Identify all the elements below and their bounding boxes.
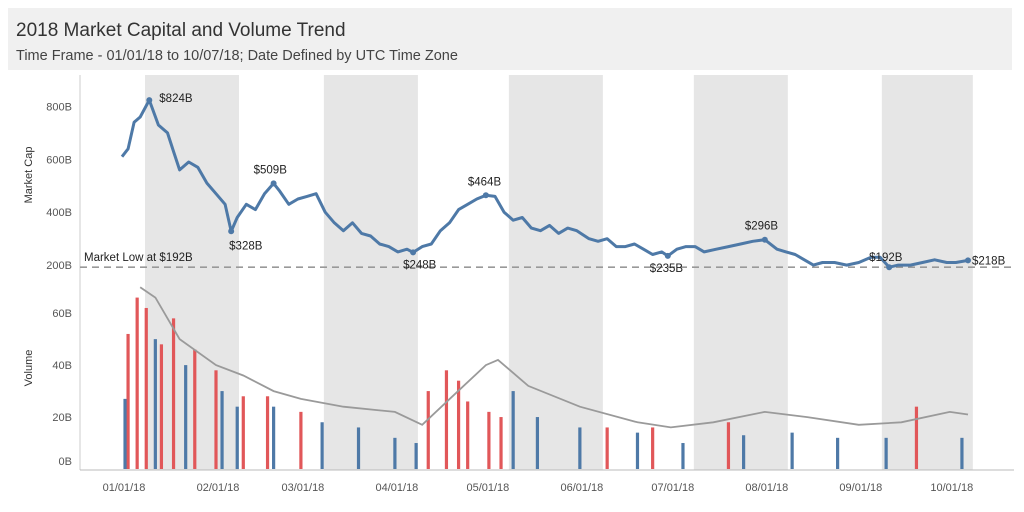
- market-cap-line: [120, 98, 969, 269]
- annotation-point: [965, 257, 971, 264]
- month-band: [881, 75, 973, 470]
- volume-bar: [144, 307, 148, 469]
- chart-title: 2018 Market Capital and Volume Trend: [16, 20, 346, 41]
- x-tick-label: 01/01/18: [103, 482, 146, 494]
- chart-subtitle: Time Frame - 01/01/18 to 10/07/18; Date …: [16, 48, 458, 64]
- market-cap-tick-label: 800B: [46, 101, 72, 113]
- x-tick-label: 05/01/18: [466, 482, 509, 494]
- volume-bar: [456, 380, 461, 469]
- x-tick-label: 02/01/18: [197, 482, 240, 494]
- market-cap-tick-label: 600B: [46, 154, 72, 166]
- x-tick-label: 07/01/18: [651, 482, 694, 494]
- volume-bar: [235, 406, 239, 469]
- volume-bar: [535, 417, 540, 469]
- market-low-label: Market Low at $192B: [84, 252, 193, 264]
- volume-bar: [511, 391, 515, 469]
- volume-bar: [578, 427, 582, 469]
- volume-bar: [126, 333, 130, 469]
- market-cap-tick-label: 400B: [46, 207, 72, 219]
- month-band: [693, 75, 788, 470]
- x-tick-label: 06/01/18: [560, 482, 603, 494]
- volume-bar: [272, 406, 276, 469]
- volume-bar: [393, 437, 397, 469]
- volume-bar: [414, 443, 418, 469]
- volume-bar: [184, 365, 188, 469]
- x-tick-label: 04/01/18: [375, 482, 418, 494]
- volume-bar: [153, 339, 157, 469]
- volume-bar: [681, 443, 685, 469]
- volume-bar: [487, 411, 491, 469]
- volume-bar: [220, 391, 224, 469]
- volume-tick-label: 20B: [52, 412, 72, 424]
- annotation-point: [270, 180, 277, 187]
- annotation-point: [664, 252, 671, 259]
- volume-tick-label: 0B: [59, 456, 72, 468]
- volume-bar: [499, 417, 503, 469]
- annotation-label: $328B: [229, 240, 263, 252]
- volume-bar: [726, 422, 731, 469]
- annotation-point: [886, 264, 893, 271]
- volume-bar: [635, 432, 640, 469]
- volume-bar: [960, 437, 964, 469]
- volume-average-line: [139, 286, 969, 429]
- volume-bar: [914, 406, 919, 469]
- volume-axis-title: Volume: [23, 350, 35, 387]
- annotation-point: [761, 236, 768, 243]
- annotation-label: $464B: [468, 176, 502, 188]
- market-cap-panel: Market Low at $192B $824B $328B $509B $248B $…: [80, 93, 1014, 275]
- volume-bar: [265, 396, 270, 469]
- volume-bar: [241, 396, 245, 469]
- volume-bar: [214, 370, 218, 469]
- volume-bar: [171, 318, 176, 469]
- annotation-point: [228, 228, 235, 235]
- month-band: [145, 75, 239, 470]
- month-band: [323, 75, 418, 470]
- market-cap-axis-title: Market Cap: [23, 147, 35, 204]
- volume-bar: [444, 370, 449, 469]
- volume-bar: [123, 398, 127, 469]
- volume-bar: [884, 437, 888, 469]
- axes: 200B 400B 600B 800B 0B 20B 40B 60B: [46, 75, 81, 470]
- month-band: [508, 75, 603, 470]
- month-bands: [145, 75, 973, 470]
- annotation-point: [146, 97, 153, 104]
- annotation-point: [482, 192, 489, 199]
- market-cap-tick-label: 200B: [46, 260, 72, 272]
- x-tick-label: 03/01/18: [281, 482, 324, 494]
- annotation-label: $509B: [254, 164, 288, 176]
- annotation-label: $248B: [403, 259, 437, 271]
- volume-bar: [135, 297, 139, 469]
- volume-bar: [320, 422, 324, 469]
- volume-bar: [193, 349, 197, 469]
- annotation-label: $824B: [159, 93, 193, 105]
- volume-bar: [159, 344, 164, 469]
- volume-bar: [356, 427, 361, 469]
- volume-bar: [651, 427, 655, 469]
- x-tick-label: 09/01/18: [839, 482, 882, 494]
- x-axis-ticks: 01/01/18 02/01/18 03/01/18 04/01/18 05/01/18…: [103, 482, 974, 494]
- annotation-label: $192B: [869, 252, 903, 264]
- volume-bar: [466, 401, 470, 469]
- title-bar: 2018 Market Capital and Volume Trend Tim…: [8, 8, 1012, 70]
- annotation-label: $235B: [650, 263, 684, 275]
- annotation-label: $218B: [972, 255, 1006, 267]
- volume-panel: [80, 286, 1014, 471]
- annotation-point: [410, 249, 417, 256]
- volume-bar: [605, 427, 609, 469]
- x-tick-label: 08/01/18: [745, 482, 788, 494]
- x-tick-label: 10/01/18: [930, 482, 973, 494]
- volume-bar: [426, 391, 430, 469]
- volume-bar: [299, 411, 303, 469]
- volume-bar: [790, 432, 794, 469]
- volume-bar: [836, 437, 840, 469]
- volume-tick-label: 60B: [52, 308, 72, 320]
- annotation-label: $296B: [745, 221, 779, 233]
- volume-tick-label: 40B: [52, 360, 72, 372]
- volume-bar: [742, 435, 746, 469]
